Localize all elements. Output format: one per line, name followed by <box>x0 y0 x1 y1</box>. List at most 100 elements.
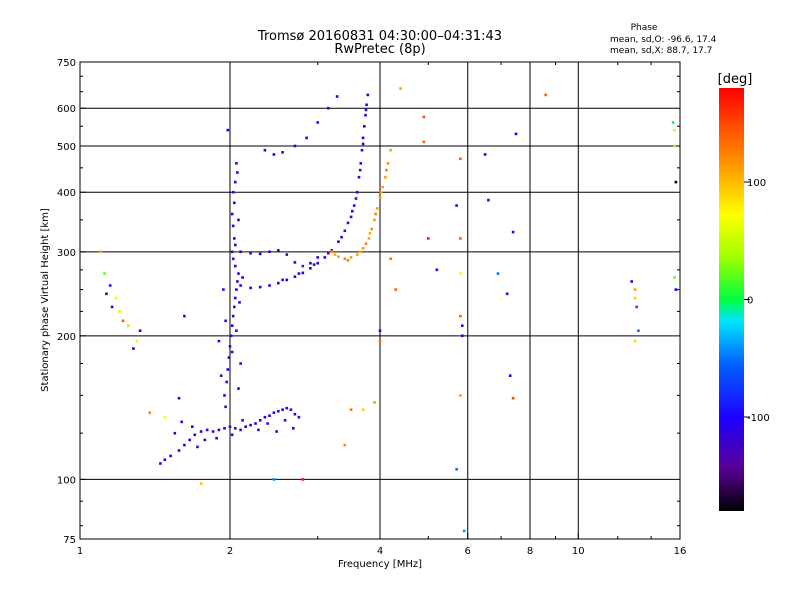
data-point <box>233 237 236 240</box>
data-point <box>483 153 487 156</box>
data-point <box>384 175 387 179</box>
data-point <box>633 339 637 343</box>
data-point <box>364 108 368 112</box>
data-point <box>228 345 232 348</box>
data-point <box>203 438 207 442</box>
phase-stats-x: mean, sd,X: 88.7, 17.7 <box>610 46 712 56</box>
data-point <box>359 162 363 165</box>
data-point <box>379 190 383 194</box>
data-point <box>459 157 462 161</box>
data-point <box>293 275 297 278</box>
data-point <box>335 95 339 98</box>
data-point <box>673 276 676 279</box>
data-point <box>427 237 430 240</box>
data-point <box>376 207 379 210</box>
data-point <box>263 148 267 152</box>
data-point <box>343 257 347 261</box>
data-point <box>637 329 640 332</box>
data-point <box>281 408 284 411</box>
data-point <box>237 218 240 222</box>
data-point <box>343 229 347 233</box>
colorbar-label: [deg] <box>718 72 753 87</box>
data-point <box>193 433 197 437</box>
data-point <box>399 87 402 90</box>
data-point <box>297 272 301 275</box>
data-point <box>105 292 108 296</box>
data-point <box>233 305 236 309</box>
data-point <box>630 280 633 283</box>
data-point <box>281 151 284 154</box>
data-point <box>333 253 337 256</box>
grid-lines <box>80 62 680 539</box>
data-point <box>249 251 252 255</box>
data-point <box>301 478 305 481</box>
y-axis-ticks: 75 100 200 300 400 500 600 750 <box>57 58 680 546</box>
data-point <box>496 272 500 275</box>
data-point <box>435 268 439 272</box>
data-point <box>229 334 233 338</box>
data-point <box>234 180 237 184</box>
data-point <box>266 422 269 425</box>
data-point <box>272 411 276 414</box>
data-point <box>231 190 235 194</box>
data-point <box>351 209 354 213</box>
data-point <box>183 443 186 447</box>
data-point <box>455 468 458 471</box>
data-point <box>114 296 118 300</box>
data-point <box>389 257 392 261</box>
data-point <box>511 396 515 400</box>
data-point <box>234 264 237 268</box>
data-point <box>228 425 232 428</box>
data-point <box>635 305 638 309</box>
data-point <box>239 250 242 254</box>
data-point <box>233 201 236 205</box>
data-point <box>163 458 167 461</box>
data-point <box>674 288 678 291</box>
y-tick-label: 300 <box>57 248 76 259</box>
data-point <box>110 305 114 309</box>
data-point <box>254 422 257 425</box>
data-point <box>389 148 392 152</box>
data-point <box>234 243 237 247</box>
data-point <box>461 334 464 338</box>
data-point <box>235 162 238 165</box>
data-point <box>224 405 227 409</box>
data-point <box>289 408 293 411</box>
data-point <box>258 285 262 289</box>
data-point <box>241 276 244 279</box>
data-point <box>361 247 365 250</box>
data-point <box>217 428 221 432</box>
data-point <box>177 449 181 452</box>
colorbar-tick-label: -100 <box>747 413 770 424</box>
x-tick-label: 16 <box>674 546 687 557</box>
data-point <box>505 292 509 296</box>
data-point <box>211 430 215 433</box>
data-point <box>159 462 162 465</box>
data-point <box>177 396 181 400</box>
data-point <box>231 257 235 261</box>
data-point <box>223 427 226 430</box>
data-point <box>378 196 382 199</box>
colorbar-gradient <box>719 88 744 511</box>
data-point <box>297 415 301 419</box>
y-tick-label: 600 <box>57 104 76 115</box>
data-point <box>422 115 426 119</box>
x-tick-label: 4 <box>377 546 383 557</box>
x-tick-label: 8 <box>527 546 533 557</box>
data-point <box>234 427 237 430</box>
data-point <box>352 204 356 207</box>
data-point <box>226 128 230 132</box>
data-point <box>346 221 350 225</box>
data-point <box>263 415 267 419</box>
data-point <box>301 271 305 275</box>
data-point <box>169 454 172 458</box>
data-point <box>188 438 191 442</box>
data-point <box>355 253 359 256</box>
data-point <box>103 272 106 275</box>
data-point <box>223 394 226 397</box>
data-point <box>309 267 312 270</box>
data-point <box>268 414 271 417</box>
data-point <box>327 106 330 110</box>
data-point <box>118 310 121 313</box>
colorbar-tick-label: 0 <box>747 296 753 307</box>
